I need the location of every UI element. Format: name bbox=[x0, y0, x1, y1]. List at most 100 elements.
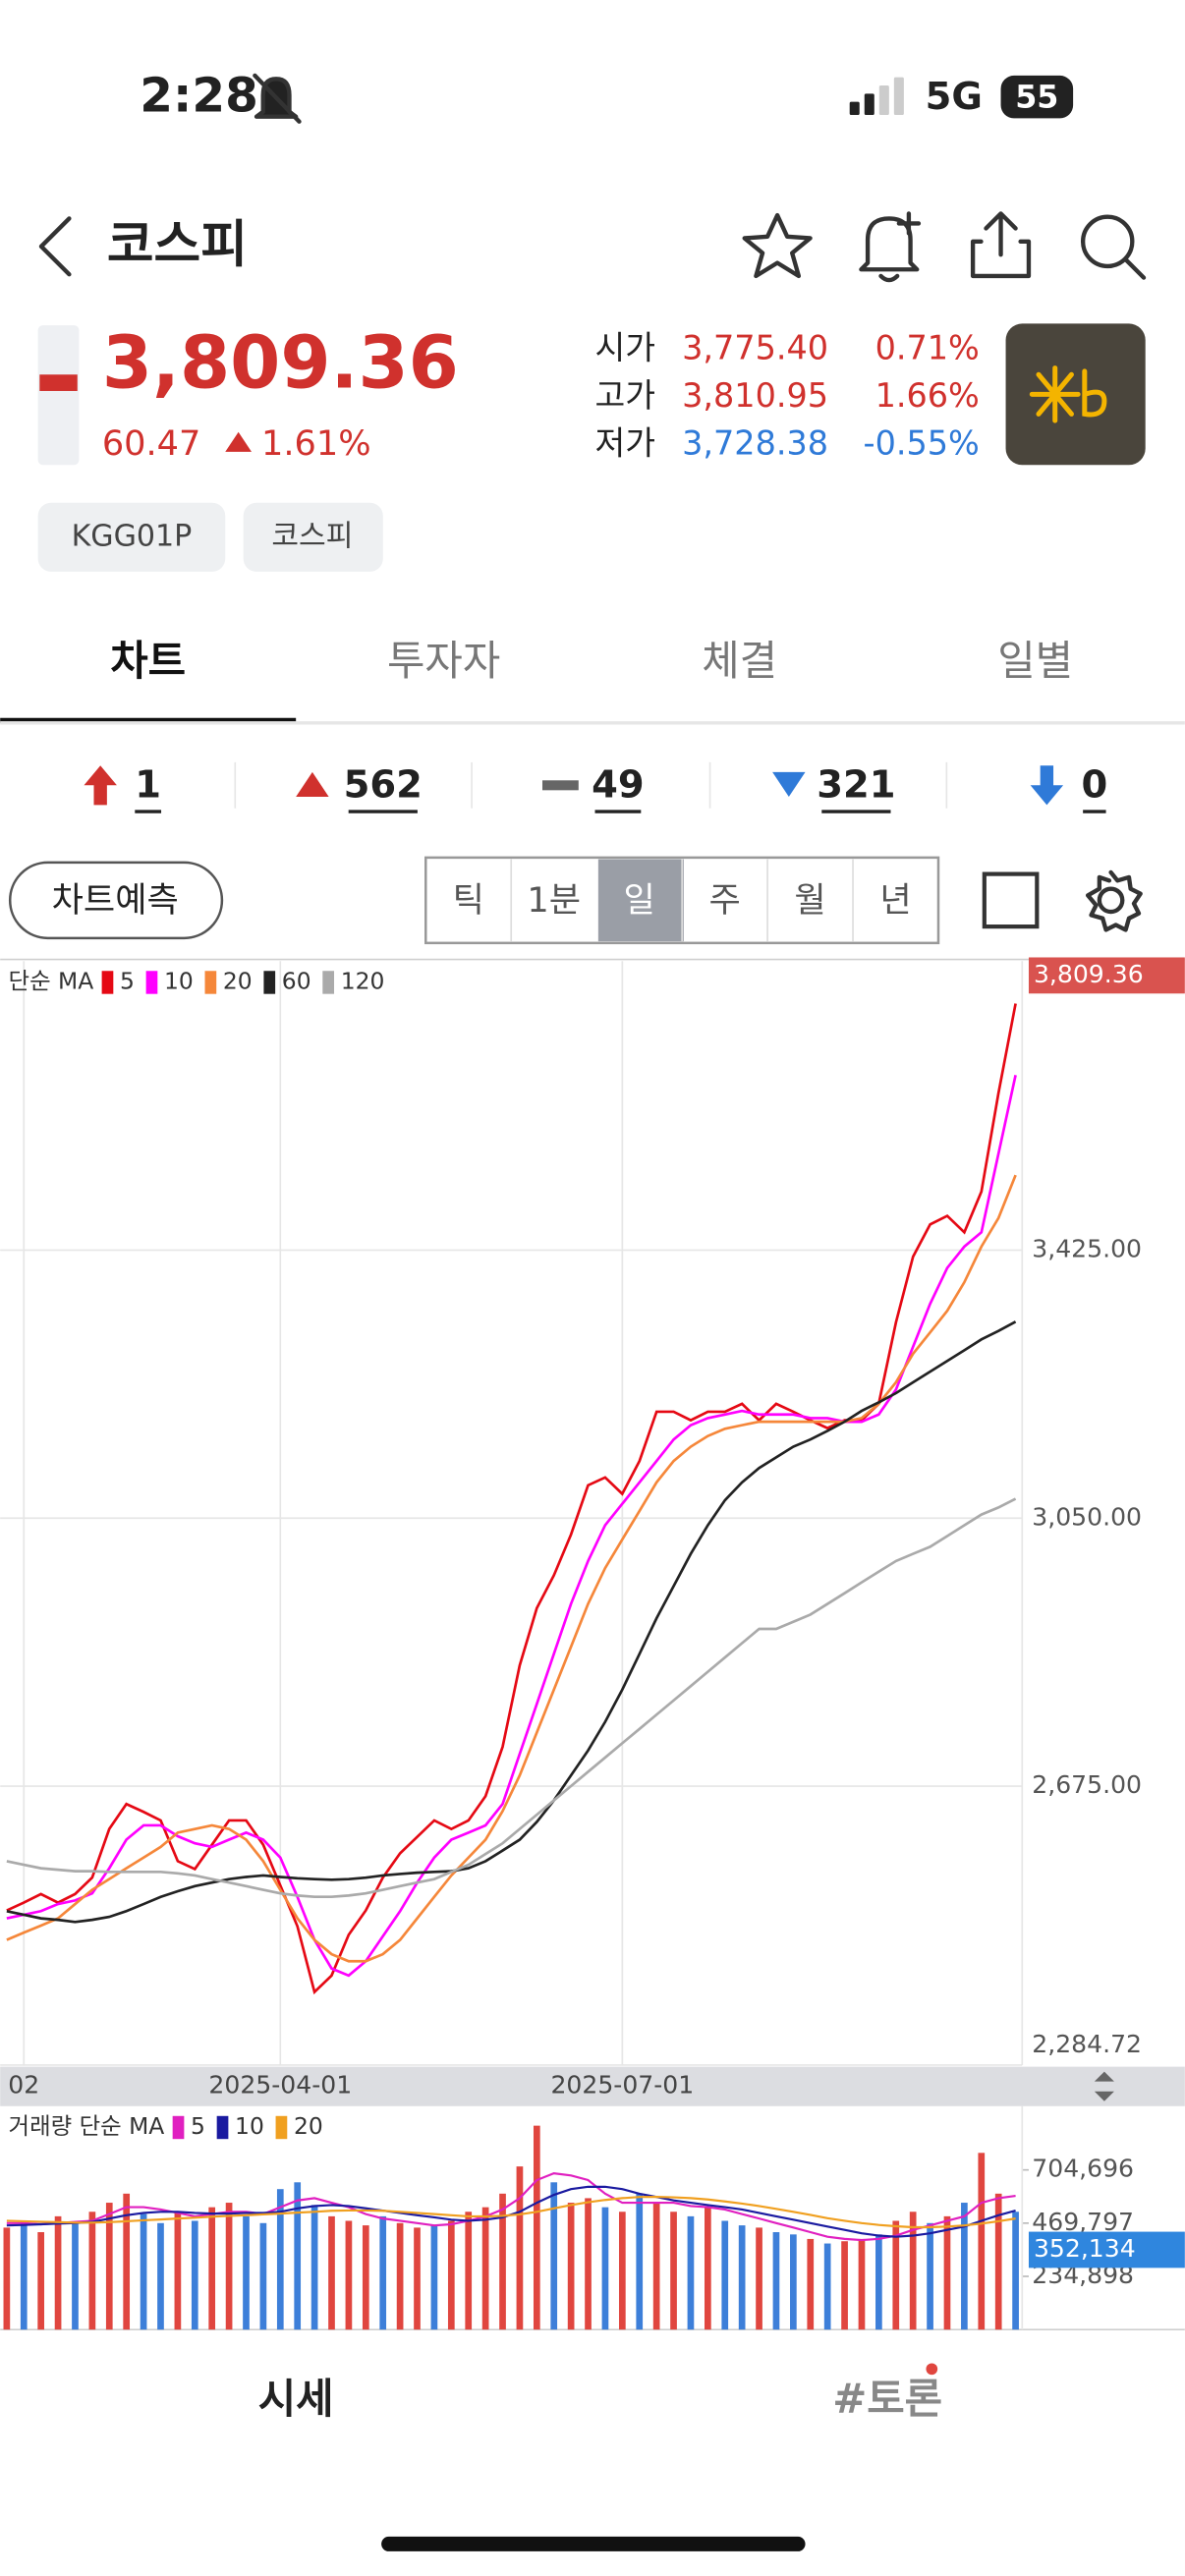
legend-title: 거래량 단순 MA bbox=[9, 2112, 165, 2140]
nav-discussion[interactable]: #토론 bbox=[832, 2375, 942, 2423]
tab[interactable]: 차트 bbox=[110, 637, 186, 685]
volume-bar bbox=[618, 2212, 626, 2330]
period-option[interactable]: 주 bbox=[708, 880, 740, 921]
period-option[interactable]: 년 bbox=[879, 880, 911, 921]
stat-value: 3,728.38 bbox=[682, 424, 828, 463]
back-button[interactable] bbox=[38, 216, 72, 277]
flat-icon bbox=[541, 780, 579, 791]
volume-bar bbox=[481, 2207, 489, 2330]
volume-bar bbox=[892, 2220, 900, 2330]
limit-down-count: 0 bbox=[1081, 762, 1107, 807]
legend-swatch bbox=[322, 971, 335, 994]
search-button[interactable] bbox=[1080, 214, 1147, 280]
volume-bar bbox=[310, 2205, 318, 2330]
forecast-button[interactable] bbox=[8, 861, 224, 940]
legend-swatch bbox=[275, 2115, 288, 2140]
nav-quote[interactable]: 시세 bbox=[258, 2375, 334, 2423]
period-option[interactable]: 1분 bbox=[527, 880, 581, 921]
volume-bar bbox=[721, 2220, 729, 2330]
resize-handle[interactable] bbox=[1094, 2071, 1114, 2101]
volume-bar bbox=[567, 2203, 575, 2330]
favorite-button[interactable] bbox=[742, 212, 813, 279]
volume-bar bbox=[807, 2238, 815, 2330]
legend-swatch bbox=[263, 971, 276, 994]
legend-swatch bbox=[101, 971, 114, 994]
stat-label: 고가 bbox=[595, 376, 656, 415]
legend-label: 20 bbox=[294, 2112, 323, 2140]
status-time: 2:28 bbox=[140, 68, 258, 123]
notification-dot bbox=[926, 2363, 938, 2376]
period-selector: 틱 1분 일 주 월 년 bbox=[424, 856, 940, 945]
share-button[interactable] bbox=[970, 211, 1032, 279]
volume-bar bbox=[430, 2225, 438, 2330]
volume-bar bbox=[670, 2212, 677, 2330]
battery bbox=[1000, 75, 1074, 119]
tag[interactable] bbox=[243, 502, 383, 572]
ma-line bbox=[6, 2195, 1016, 2229]
forecast-label: 차트예측 bbox=[52, 880, 179, 921]
change: 60.47 bbox=[102, 423, 201, 464]
volume-bar bbox=[738, 2225, 746, 2330]
volume-bar bbox=[259, 2222, 267, 2330]
stat-pct: 0.71% bbox=[875, 329, 980, 367]
volume-bar bbox=[294, 2182, 302, 2330]
volume-bar bbox=[1012, 2212, 1019, 2330]
volume-bar bbox=[414, 2227, 421, 2330]
limit-up-count: 1 bbox=[135, 762, 161, 807]
tab[interactable]: 투자자 bbox=[387, 637, 500, 685]
candle-badge-body bbox=[39, 374, 78, 391]
tag[interactable] bbox=[37, 502, 226, 572]
volume-bar bbox=[927, 2222, 933, 2330]
fullscreen-button[interactable] bbox=[982, 871, 1040, 929]
volume-bar bbox=[652, 2203, 660, 2330]
volume-bar bbox=[105, 2203, 113, 2330]
tab[interactable]: 일별 bbox=[997, 637, 1073, 685]
alert-button[interactable] bbox=[859, 211, 922, 283]
up-triangle bbox=[225, 431, 253, 452]
status-network: 5G bbox=[926, 75, 983, 119]
stat-label: 시가 bbox=[595, 329, 656, 367]
volume-bar bbox=[276, 2189, 284, 2330]
volume-bar bbox=[994, 2193, 1002, 2330]
legend-label: 5 bbox=[120, 967, 135, 994]
y-tick-label: 3,050.00 bbox=[1032, 1502, 1142, 1531]
limit-up-icon bbox=[84, 765, 117, 806]
breadth-row: 1 562 49 321 0 bbox=[84, 761, 1107, 813]
legend-swatch bbox=[216, 2115, 229, 2140]
volume-bar bbox=[140, 2213, 147, 2330]
volume-bar bbox=[362, 2225, 369, 2330]
stat-pct: 1.66% bbox=[875, 376, 980, 415]
legend-label: 10 bbox=[235, 2112, 264, 2140]
volume-bar bbox=[756, 2227, 762, 2330]
volume-bar bbox=[328, 2215, 335, 2330]
volume-bar bbox=[88, 2212, 96, 2330]
y-tick-label: 2,675.00 bbox=[1032, 1770, 1142, 1799]
period-option[interactable]: 틱 bbox=[453, 880, 484, 921]
tabs: 차트 투자자 체결 일별 bbox=[0, 637, 1073, 723]
settings-button[interactable] bbox=[1085, 869, 1143, 932]
stat-pct: -0.55% bbox=[864, 424, 980, 463]
period-option[interactable]: 월 bbox=[794, 880, 825, 921]
volume-bar bbox=[636, 2193, 644, 2330]
stat-label: 저가 bbox=[595, 424, 656, 463]
volume-bar bbox=[601, 2207, 609, 2330]
legend-label: 5 bbox=[191, 2112, 205, 2140]
stat-value: 3,810.95 bbox=[682, 376, 828, 415]
volume-bar bbox=[823, 2243, 831, 2330]
period-option[interactable]: 일 bbox=[624, 880, 655, 921]
header-title: 코스피 bbox=[107, 216, 248, 275]
volume-bar bbox=[157, 2222, 164, 2330]
up-icon bbox=[296, 771, 329, 798]
volume-bar bbox=[191, 2220, 198, 2330]
tab[interactable]: 체결 bbox=[702, 637, 777, 685]
legend-swatch bbox=[204, 971, 217, 994]
tag-label: 코스피 bbox=[271, 519, 353, 553]
x-axis-band bbox=[0, 2066, 1185, 2106]
tag-label: KGG01P bbox=[72, 519, 193, 553]
x-tick-label: 02 bbox=[8, 2071, 39, 2100]
volume-bar bbox=[875, 2234, 882, 2330]
legend-label: 120 bbox=[341, 967, 385, 994]
current-value-label: 352,134 bbox=[1034, 2234, 1136, 2263]
y-tick-label: 704,696 bbox=[1032, 2155, 1134, 2183]
volume-bar bbox=[465, 2212, 473, 2330]
